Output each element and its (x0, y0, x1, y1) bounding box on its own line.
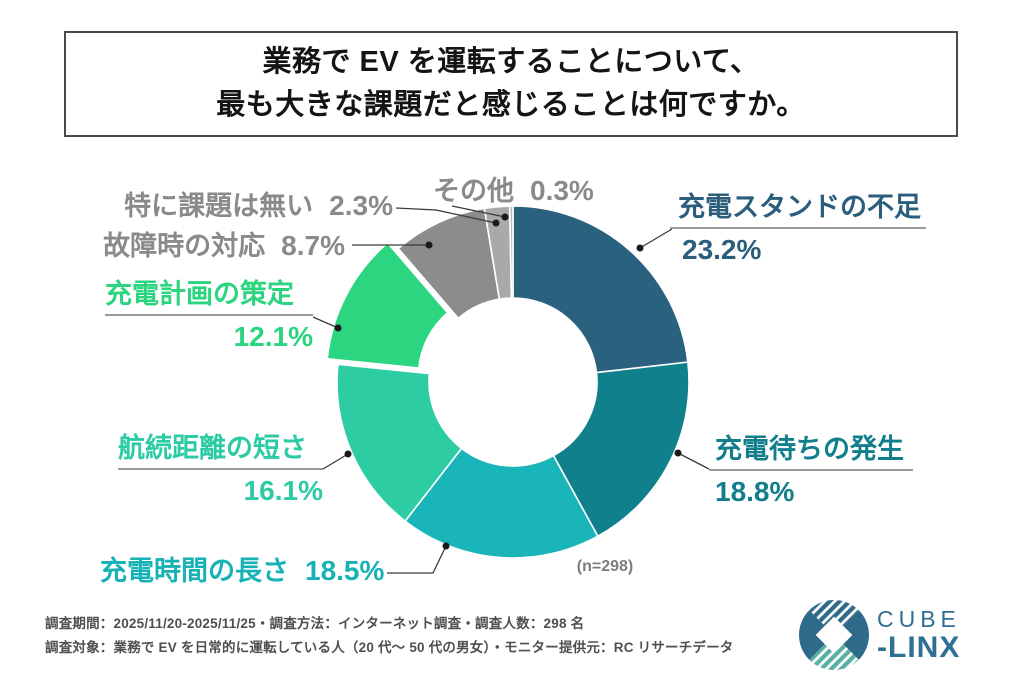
donut-slice-4 (326, 241, 449, 369)
segment-percent: 23.2% (682, 234, 762, 265)
segment-percent: 18.8% (715, 476, 795, 507)
leader-line-7 (451, 205, 506, 218)
segment-label-charging-wait: 充電待ちの発生 18.8% (709, 432, 913, 509)
leader-line-1 (677, 452, 710, 470)
donut-slice-1 (552, 361, 690, 538)
leader-line-0 (639, 228, 673, 249)
leader-dot-0 (636, 244, 644, 252)
donut-slice-0 (512, 205, 689, 374)
donut-slice-7 (508, 205, 514, 299)
segment-name: 故障時の対応 (103, 231, 266, 261)
leader-line-3 (322, 453, 349, 470)
segment-percent: 12.1% (233, 321, 313, 352)
sample-size-note: (n=298) (576, 558, 634, 575)
segment-name: 充電計画の策定 (105, 277, 313, 316)
segment-percent: 0.3% (530, 175, 594, 206)
leader-dot-1 (674, 449, 682, 457)
donut-slice-3 (336, 363, 463, 523)
segment-label-other: その他 0.3% (433, 174, 594, 208)
segment-percent: 16.1% (243, 475, 323, 506)
leader-dot-4 (334, 324, 342, 332)
leader-line-4 (312, 316, 339, 329)
segment-name: 航続距離の短さ (118, 431, 323, 470)
segment-percent: 2.3% (329, 190, 393, 221)
segment-name: 充電待ちの発生 (709, 432, 913, 471)
cube-linx-logo-icon (799, 600, 869, 670)
leader-dot-7 (501, 213, 509, 221)
survey-question-box: 業務で EV を運転することについて、 最も大きな課題だと感じることは何ですか。 (64, 31, 958, 137)
segment-label-charging-stand-shortage: 充電スタンドの不足 23.2% (670, 190, 926, 267)
survey-question-line2: 最も大きな課題だと感じることは何ですか。 (216, 88, 806, 121)
leader-dot-3 (344, 450, 352, 458)
donut-slice-2 (404, 447, 599, 559)
segment-name: その他 (433, 176, 514, 206)
segment-percent: 18.5% (305, 555, 385, 586)
leader-line-2 (387, 545, 447, 574)
segment-name: 充電スタンドの不足 (670, 190, 926, 229)
survey-question-line1: 業務で EV を運転することについて、 (262, 46, 760, 79)
segment-percent: 8.7% (281, 230, 345, 261)
segment-label-breakdown-response: 故障時の対応 8.7% (60, 229, 345, 263)
logo-brand-top: CUBE (877, 605, 961, 632)
leader-dot-6 (492, 219, 500, 227)
segment-name: 特に課題は無い (124, 191, 314, 221)
survey-period-note: 調査期間：2025/11/20-2025/11/25・調査方法：インターネット調… (45, 616, 585, 631)
logo-brand-bottom: -LINX (877, 631, 961, 665)
segment-label-no-issue: 特に課題は無い 2.3% (60, 189, 393, 223)
leader-line-6 (395, 207, 497, 224)
survey-target-note: 調査対象：業務で EV を日常的に運転している人（20 代〜 50 代の男女）・… (45, 640, 734, 655)
segment-name: 充電時間の長さ (100, 556, 289, 586)
cube-linx-logo: CUBE -LINX (798, 599, 961, 671)
segment-label-driving-range: 航続距離の短さ 16.1% (118, 431, 323, 508)
segment-label-charging-plan: 充電計画の策定 12.1% (105, 277, 313, 354)
leader-dot-5 (425, 241, 433, 249)
segment-label-charging-time: 充電時間の長さ 18.5% (100, 554, 384, 588)
leader-dot-2 (442, 542, 450, 550)
